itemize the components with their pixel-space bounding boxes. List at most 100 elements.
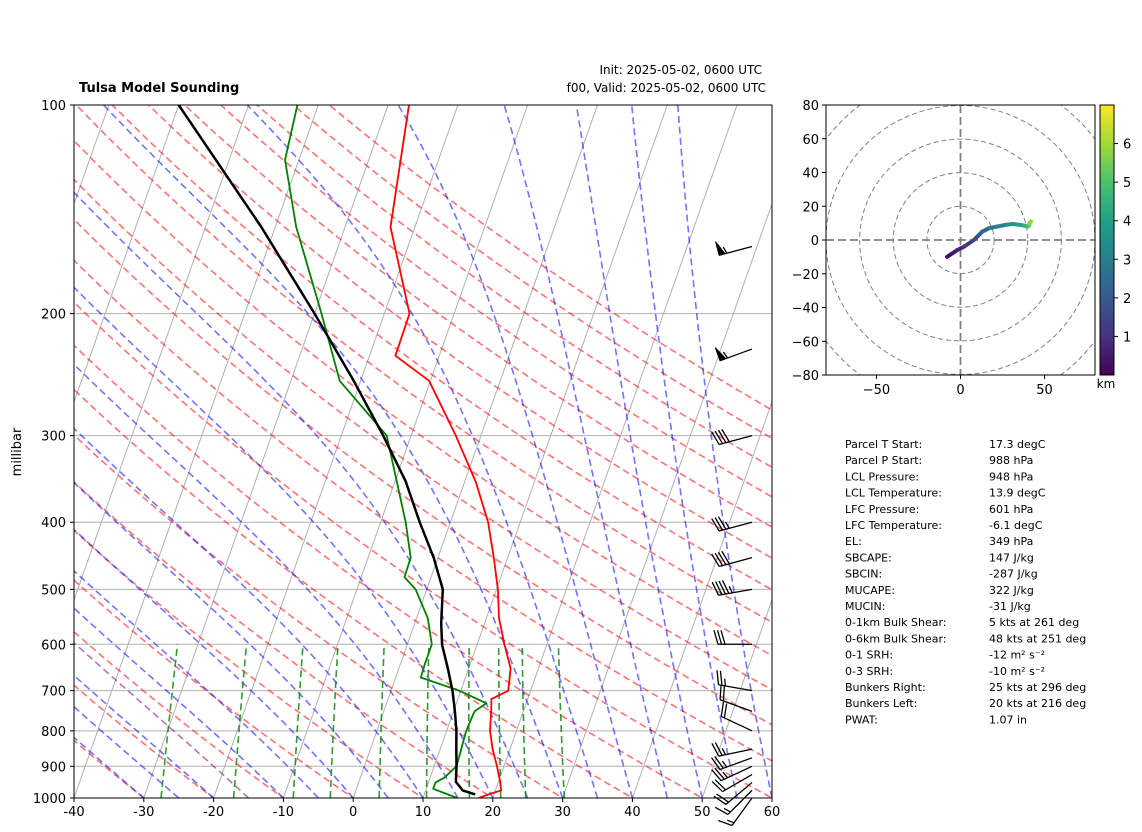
x-tick-label: 20 (485, 805, 502, 820)
wind-barb (711, 742, 753, 757)
y-tick-label: 600 (41, 638, 66, 653)
barb-half (721, 747, 727, 756)
isotherm-line (213, 105, 459, 798)
barb-full (716, 630, 723, 645)
wind-barb (711, 765, 753, 782)
wind-barb (713, 782, 753, 805)
param-value: -31 J/kg (989, 600, 1031, 613)
y-tick-label: 1000 (33, 792, 66, 807)
dry-adiabat (74, 739, 146, 798)
hodo-y-tick-label: 20 (802, 200, 819, 215)
barb-half (727, 819, 735, 824)
barb-half (724, 678, 727, 687)
y-tick-label: 700 (41, 685, 66, 700)
barb-full (717, 429, 727, 443)
dry-adiabat (74, 388, 635, 798)
temperature-profile (389, 105, 512, 798)
hodo-x-tick-label: −50 (863, 383, 890, 398)
mixing-ratio-line (557, 644, 566, 798)
moist-adiabat (503, 105, 669, 798)
wind-barb (718, 797, 753, 827)
x-tick-label: -40 (63, 805, 84, 820)
x-tick-label: 0 (349, 805, 357, 820)
param-value: -287 J/kg (989, 568, 1038, 581)
dry-adiabat (74, 529, 425, 798)
isotherm-line (74, 105, 180, 404)
y-tick-label: 100 (41, 99, 66, 114)
moist-adiabat (575, 105, 703, 798)
dry-adiabat (74, 178, 772, 691)
param-label: 0-6km Bulk Shear: (845, 632, 947, 645)
isotherm-line (74, 105, 250, 602)
moist-adiabat (74, 481, 389, 798)
moist-adiabat (246, 105, 599, 798)
moist-adiabat (677, 105, 772, 798)
y-tick-label: 200 (41, 308, 66, 323)
wind-barb (711, 580, 753, 596)
dry-adiabat (220, 105, 772, 498)
isotherm-line (701, 598, 772, 798)
barb-full (714, 779, 727, 791)
x-tick-label: 50 (694, 805, 711, 820)
barb-full (721, 428, 730, 443)
sounding-parameters-table: Parcel T Start: 17.3 degC Parcel P Start: 9… (845, 438, 1086, 726)
isotherm-line (282, 105, 529, 798)
barb-full (713, 795, 727, 805)
skewt-background-lines (74, 105, 772, 798)
param-label: 0-3 SRH: (845, 665, 893, 678)
param-value: 988 hPa (989, 454, 1033, 467)
dry-adiabat (74, 139, 772, 657)
x-tick-label: 60 (764, 805, 781, 820)
x-tick-label: 40 (624, 805, 641, 820)
isotherm-line (562, 202, 772, 798)
dry-adiabat (328, 105, 772, 411)
colorbar-tick-label: 6 (1123, 138, 1131, 153)
barb-staff (727, 789, 753, 815)
dry-adiabat (74, 259, 772, 762)
barb-full (719, 670, 723, 686)
barb-staff (719, 699, 753, 713)
hodograph-background (826, 105, 1095, 375)
param-label: 0-1 SRH: (845, 649, 893, 662)
dry-adiabat (74, 630, 285, 798)
barb-full (711, 431, 720, 445)
barb-full (717, 551, 727, 565)
dry-adiabat (75, 105, 772, 624)
barb-staff (718, 557, 753, 568)
moist-adiabat (74, 569, 319, 798)
moist-adiabat (74, 286, 494, 798)
moist-adiabat (397, 105, 634, 798)
barb-staff (722, 773, 753, 793)
wind-barb (711, 550, 753, 568)
moist-adiabat (74, 674, 215, 798)
barb-full (714, 742, 723, 756)
param-label: Parcel T Start: (845, 438, 922, 451)
mixing-ratio-line (378, 644, 385, 798)
barb-full (710, 757, 721, 770)
param-label: Bunkers Left: (845, 697, 917, 710)
hodo-y-tick-label: 40 (802, 167, 819, 182)
moist-adiabat (74, 191, 529, 798)
wind-barb (716, 670, 753, 692)
param-label: LCL Pressure: (845, 470, 919, 483)
barb-full (715, 581, 723, 595)
hodo-x-tick-label: 50 (1036, 383, 1053, 398)
skewt-profiles (177, 105, 512, 798)
barb-flag (715, 241, 726, 256)
mixing-ratio-line (468, 644, 471, 798)
dry-adiabat (74, 434, 565, 798)
moist-adiabat (630, 105, 738, 798)
barb-full (714, 806, 729, 815)
wind-barb (714, 789, 753, 815)
colorbar-tick-label: 1 (1123, 330, 1131, 345)
isotherm-line (631, 400, 772, 798)
barb-full (711, 553, 720, 567)
mixing-ratio-line (497, 644, 502, 798)
barb-full (719, 685, 722, 700)
wind-barbs (710, 241, 753, 827)
barb-full (714, 756, 724, 769)
hodograph-segment (1027, 219, 1034, 226)
parcel-profile (177, 105, 476, 796)
barb-half (724, 521, 730, 529)
param-value: 948 hPa (989, 470, 1033, 483)
